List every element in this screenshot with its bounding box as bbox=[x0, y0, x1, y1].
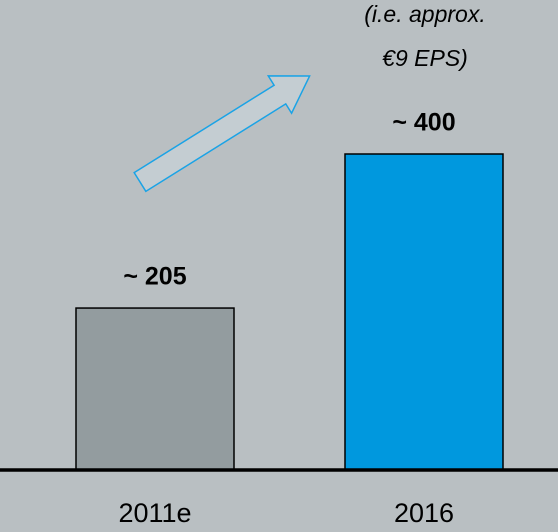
annotation-line: €9 EPS) bbox=[382, 45, 468, 71]
value-label: ~ 205 bbox=[123, 263, 186, 291]
value-label: ~ 400 bbox=[392, 109, 455, 137]
x-tick-label: 2011e bbox=[118, 498, 191, 528]
x-tick-label: 2016 bbox=[394, 498, 454, 528]
trend-arrow bbox=[133, 75, 311, 193]
bar bbox=[344, 153, 504, 471]
annotation-line: (i.e. approx. bbox=[364, 1, 485, 27]
bar bbox=[75, 307, 235, 471]
